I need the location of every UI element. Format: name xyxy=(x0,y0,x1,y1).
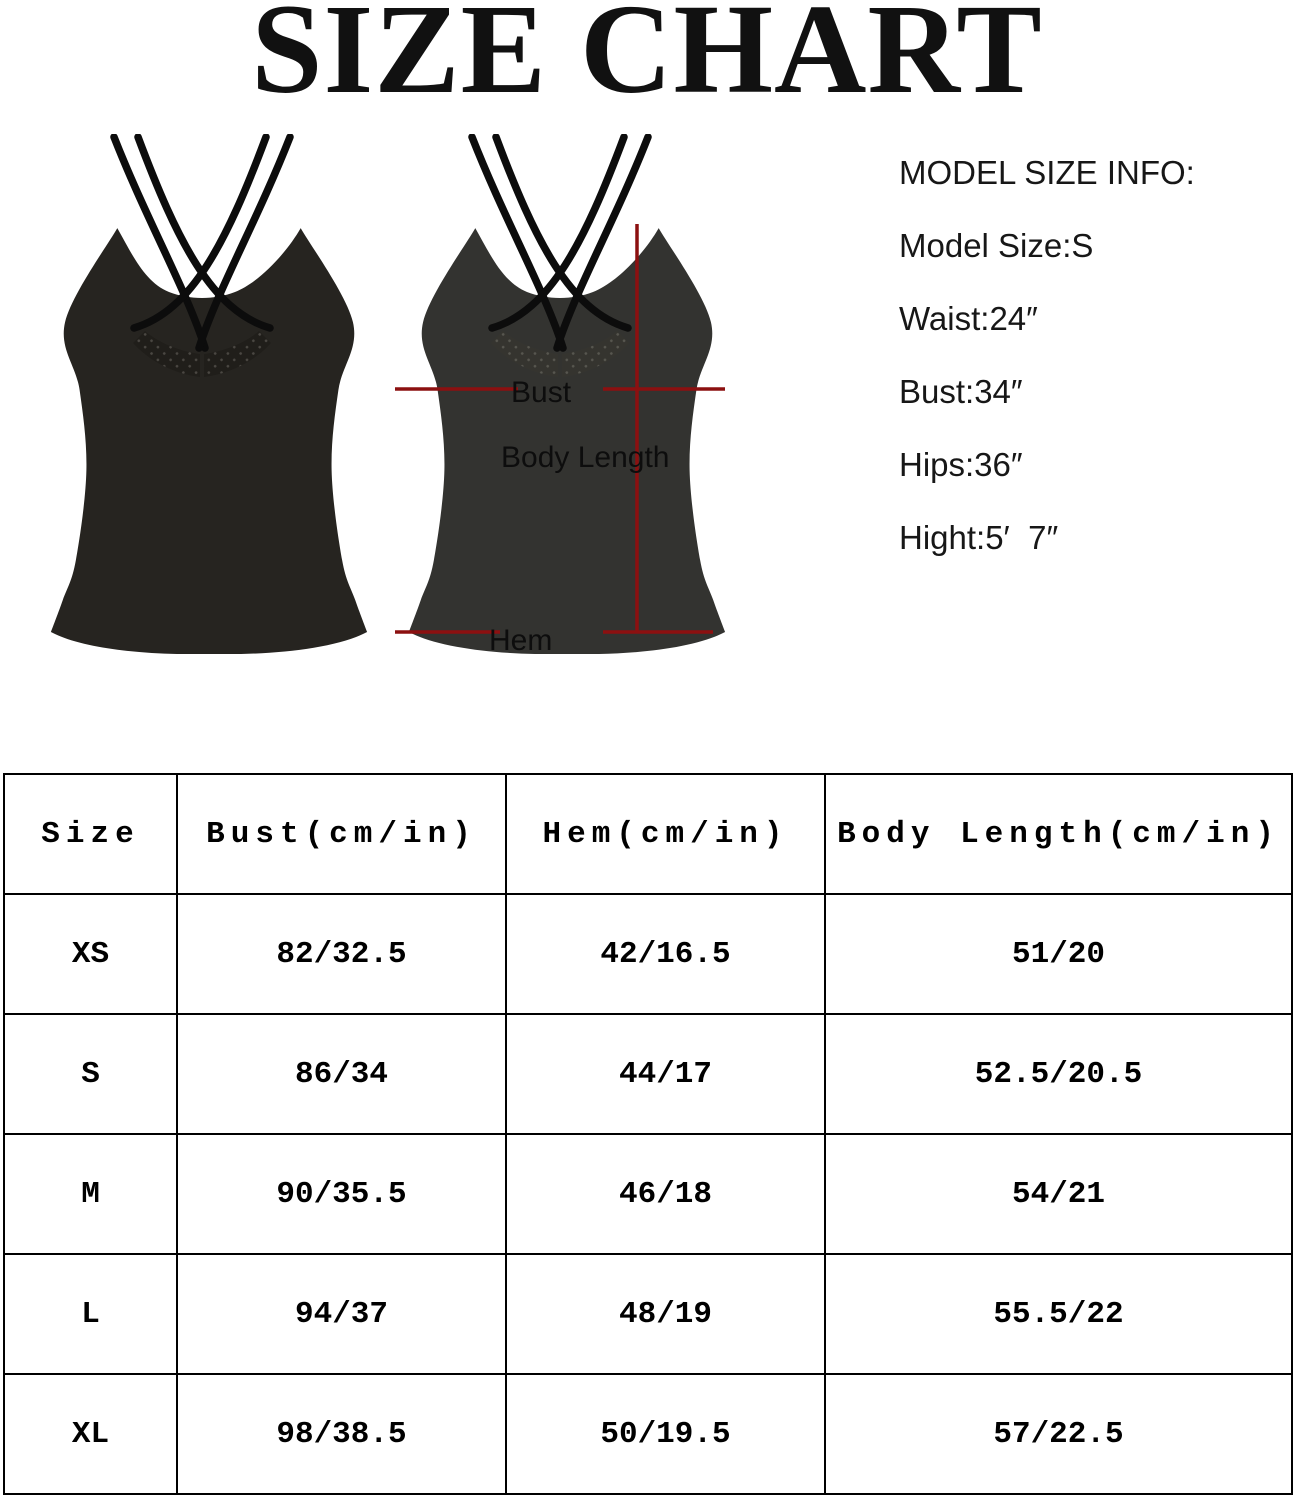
svg-text:Hem: Hem xyxy=(489,624,552,657)
svg-text:Body Length: Body Length xyxy=(501,441,669,474)
svg-text:Bust: Bust xyxy=(511,376,572,409)
